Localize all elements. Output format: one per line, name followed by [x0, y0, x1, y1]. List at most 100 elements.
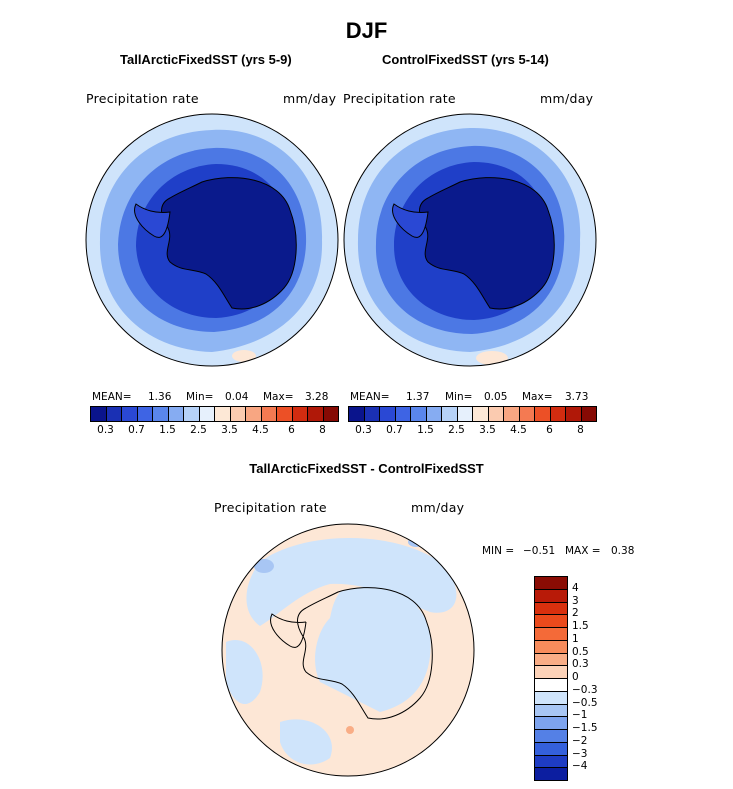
panel-1-colorbar-swatch [229, 406, 246, 422]
panel-2-min-label: Min= [445, 391, 473, 403]
panel-1-colorbar-swatch [198, 406, 215, 422]
panel-3-region-pale-west [226, 640, 263, 705]
panel-1-continent [161, 177, 297, 310]
panel-2-colorbar-tick-label: 6 [546, 424, 553, 436]
panel-1-colorbar-tick-label: 4.5 [252, 424, 269, 436]
panel-3-colorbar-tick-label: 3 [572, 594, 579, 607]
panel-2-mean-label: MEAN= [350, 391, 390, 403]
panel-1-peninsula [134, 203, 171, 238]
panel-3-max-label: MAX = [565, 545, 601, 557]
panel-2-continent [419, 177, 555, 310]
panel-1-colorbar-swatch [152, 406, 169, 422]
panel-1-colorbar-swatch [105, 406, 122, 422]
panel-3-colorbar-swatch [534, 614, 568, 628]
panel-3-continent-outline [270, 587, 433, 720]
panel-1-peach-patch [232, 350, 256, 362]
panel-1-colorbar-swatch [276, 406, 293, 422]
panel-2-colorbar-swatch [379, 406, 396, 422]
panel-3-colorbar-swatch [534, 665, 568, 679]
panel-3-colorbar-tick-label: 0.3 [572, 658, 589, 671]
panel-3-map [221, 523, 475, 777]
panel-3-colorbar-swatch [534, 678, 568, 692]
panel-1-units-label: mm/day [283, 91, 337, 106]
panel-2-colorbar-swatch [441, 406, 458, 422]
panel-3-colorbar-swatch [534, 754, 568, 769]
panel-1-colorbar-swatch [214, 406, 231, 422]
panel-2-max-label: Max= [522, 391, 553, 403]
figure-title: DJF [345, 18, 388, 43]
panel-2-max-value: 3.73 [565, 391, 589, 403]
panel-3-title: TallArcticFixedSST - ControlFixedSST [249, 461, 484, 476]
panel-1-map [85, 113, 339, 367]
panel-1-colorbar-swatch [183, 406, 200, 422]
panel-1-colorbar [90, 406, 339, 422]
panel-3-colorbar-swatch [534, 601, 568, 616]
panel-2-units-label: mm/day [540, 91, 594, 106]
panel-3-colorbar-swatch [534, 716, 568, 730]
panel-1-colorbar-swatch [121, 406, 138, 422]
panel-3-min-value: −0.51 [523, 545, 556, 557]
panel-3-region-pale-north [246, 537, 457, 626]
panel-3-colorbar-swatch [534, 627, 568, 641]
panel-3-colorbar-tick-label: −3 [572, 747, 588, 760]
panel-1-max-value: 3.28 [305, 391, 329, 403]
panel-1-mean-value: 1.36 [148, 391, 172, 403]
panel-2-colorbar-swatch [472, 406, 489, 422]
panel-1-min-value: 0.04 [225, 391, 249, 403]
panel-3-colorbar-tick-label: −1.5 [572, 722, 598, 734]
panel-3-colorbar [534, 576, 568, 781]
panel-2-colorbar-swatch [456, 406, 473, 422]
panel-2-colorbar-tick-label: 1.5 [417, 424, 434, 436]
panel-2-colorbar-swatch [580, 406, 597, 422]
panel-2-colorbar-swatch [534, 406, 551, 422]
panel-1-min-label: Min= [186, 391, 214, 403]
panel-3-colorbar-tick-label: 0 [572, 671, 579, 683]
panel-2-peninsula [392, 203, 429, 238]
panel-2-min-value: 0.05 [484, 391, 508, 403]
panel-3-colorbar-swatch [534, 576, 568, 590]
panel-1-variable-label: Precipitation rate [86, 91, 199, 106]
panel-1-max-label: Max= [263, 391, 294, 403]
panel-1-colorbar-swatch [167, 406, 184, 422]
panel-3-colorbar-tick-label: 0.5 [572, 645, 589, 658]
panel-1-colorbar-tick-label: 1.5 [159, 424, 176, 436]
panel-1-colorbar-swatch [245, 406, 262, 422]
panel-2-colorbar-tick-label: 8 [577, 424, 584, 436]
panel-2-colorbar-tick-label: 2.5 [448, 424, 465, 436]
panel-3-colorbar-tick-label: −0.5 [572, 696, 598, 709]
panel-2-colorbar-swatch [565, 406, 582, 422]
panel-2-colorbar-tick-label: 3.5 [479, 424, 496, 436]
panel-1-colorbar-tick-label: 8 [319, 424, 326, 436]
panel-2-colorbar-swatch [487, 406, 504, 422]
panel-3-colorbar-tick-label: 2 [572, 607, 579, 620]
panel-1-colorbar-ticks: 0.3 0.7 1.5 2.5 3.5 4.5 6 8 [90, 424, 338, 438]
panel-3-region-orange-spot [346, 726, 354, 734]
panel-3-colorbar-swatch [534, 729, 568, 743]
panel-2-colorbar-swatch [425, 406, 442, 422]
panel-3-variable-label: Precipitation rate [214, 500, 327, 515]
panel-2-colorbar-ticks: 0.3 0.7 1.5 2.5 3.5 4.5 6 8 [348, 424, 596, 438]
panel-2-colorbar-tick-label: 0.7 [386, 424, 403, 436]
panel-1-colorbar-tick-label: 6 [288, 424, 295, 436]
panel-3-region-pale-south [280, 719, 332, 765]
panel-1-colorbar-tick-label: 2.5 [190, 424, 207, 436]
panel-3-colorbar-ticks: 4 3 2 1.5 1 0.5 0.3 0 −0.3 −0.5 −1 −1.5 −2 −3 −4 [572, 576, 632, 780]
panel-3-colorbar-tick-label: 1.5 [572, 620, 589, 632]
panel-2-colorbar-tick-label: 0.3 [355, 424, 372, 436]
panel-3-colorbar-swatch [534, 690, 568, 705]
panel-2-mean-value: 1.37 [406, 391, 430, 403]
panel-3-max-value: 0.38 [611, 545, 635, 557]
panel-1-mean-label: MEAN= [92, 391, 132, 403]
panel-1-colorbar-swatch [260, 406, 277, 422]
panel-1-colorbar-swatch [322, 406, 339, 422]
panel-1-colorbar-tick-label: 3.5 [221, 424, 238, 436]
panel-1-colorbar-tick-label: 0.7 [128, 424, 145, 436]
panel-2-colorbar-swatch [503, 406, 520, 422]
panel-3-colorbar-swatch [534, 741, 568, 756]
panel-1-colorbar-swatch [136, 406, 153, 422]
panel-2-colorbar [348, 406, 597, 422]
panel-1-colorbar-swatch [307, 406, 324, 422]
panel-3-colorbar-tick-label: −4 [572, 760, 588, 773]
panel-1-colorbar-swatch [291, 406, 308, 422]
panel-3-units-label: mm/day [411, 500, 465, 515]
